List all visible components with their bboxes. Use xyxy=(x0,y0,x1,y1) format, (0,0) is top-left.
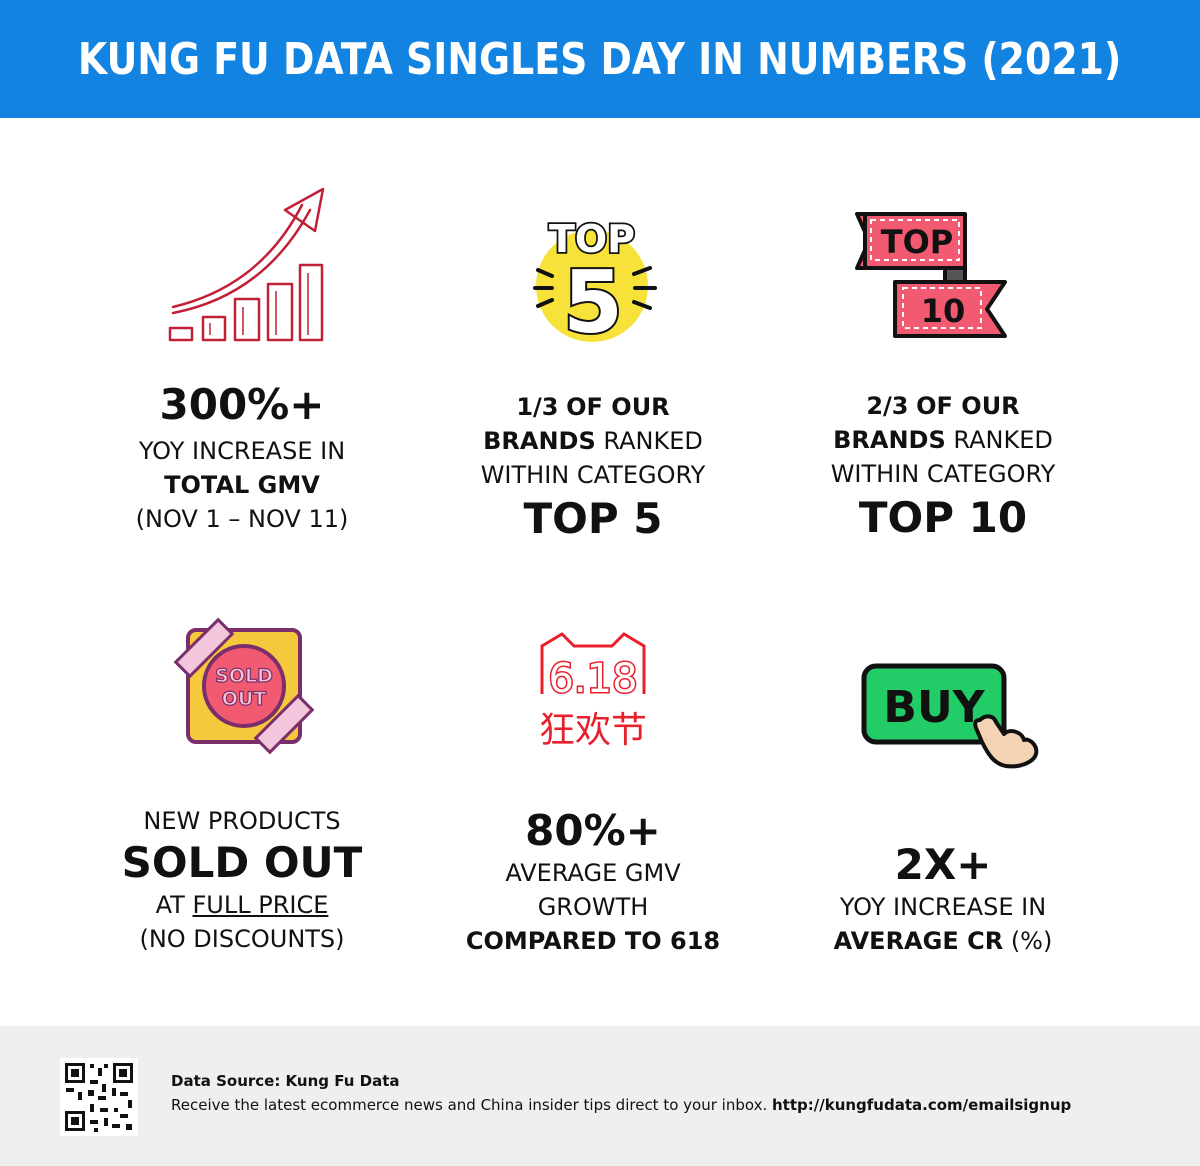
sold-out-icon-line1: SOLD xyxy=(215,665,273,687)
signup-link[interactable]: http://kungfudata.com/emailsignup xyxy=(772,1096,1072,1114)
cr-stat: 2X+ YOY INCREASE IN AVERAGE CR (%) xyxy=(768,840,1118,958)
footer-tagline: Receive the latest ecommerce news and Ch… xyxy=(171,1096,768,1114)
qr-code-icon[interactable] xyxy=(60,1058,138,1136)
top10-fraction: 2/3 xyxy=(866,392,909,420)
top5-within: WITHIN CATEGORY xyxy=(480,461,706,489)
cr-line2-rest: (%) xyxy=(1010,927,1053,955)
top10-ranked: RANKED xyxy=(953,426,1053,454)
top10-stat: 2/3 OF OUR BRANDS RANKED WITHIN CATEGORY… xyxy=(768,389,1118,543)
gmv-stat: 300%+ YOY INCREASE IN TOTAL GMV (NOV 1 –… xyxy=(67,380,417,536)
buy-icon-label: BUY xyxy=(883,682,985,733)
top5-fraction: 1/3 xyxy=(516,393,559,421)
top10-icon-number: 10 xyxy=(921,292,966,330)
top10-ribbon-icon: TOP 10 xyxy=(855,212,1007,338)
page-title: KUNG FU DATA SINGLES DAY IN NUMBERS (202… xyxy=(78,33,1122,85)
tmall-618-number: 6.18 xyxy=(548,656,637,702)
footer: Data Source: Kung Fu Data Receive the la… xyxy=(0,1026,1200,1166)
buy-button-icon: BUY xyxy=(861,663,1039,769)
sold-out-line1: NEW PRODUCTS xyxy=(143,807,341,835)
growth-618-line1: AVERAGE GMV xyxy=(505,859,681,887)
gmv-line1: YOY INCREASE IN xyxy=(138,437,346,465)
sold-out-sign-icon: SOLD OUT xyxy=(173,617,315,755)
sold-out-full-price: FULL PRICE xyxy=(192,891,329,919)
sold-out-line4: (NO DISCOUNTS) xyxy=(139,925,345,953)
top10-icon-label: TOP xyxy=(881,223,953,261)
tmall-618-chinese: 狂欢节 xyxy=(539,710,647,751)
sold-out-icon-line2: OUT xyxy=(222,688,267,710)
gmv-value: 300%+ xyxy=(159,380,325,429)
sold-out-at: AT xyxy=(155,891,185,919)
data-source: Data Source: Kung Fu Data xyxy=(171,1072,400,1090)
cr-line1: YOY INCREASE IN xyxy=(839,893,1047,921)
top10-of-our: OF OUR xyxy=(916,392,1020,420)
sold-out-big: SOLD OUT xyxy=(121,838,363,887)
growth-618-value: 80%+ xyxy=(525,806,661,855)
growth-618-stat: 80%+ AVERAGE GMV GROWTH COMPARED TO 618 xyxy=(418,806,768,958)
cr-value: 2X+ xyxy=(894,840,992,889)
growth-618-line2: GROWTH xyxy=(537,893,649,921)
sold-out-stat: NEW PRODUCTS SOLD OUT AT FULL PRICE (NO … xyxy=(67,804,417,956)
gmv-line2: TOTAL GMV xyxy=(164,471,320,499)
cr-line2-bold: AVERAGE CR xyxy=(833,927,1004,955)
growth-618-line3: COMPARED TO 618 xyxy=(465,927,721,955)
top5-ranked: RANKED xyxy=(603,427,703,455)
header-banner: KUNG FU DATA SINGLES DAY IN NUMBERS (202… xyxy=(0,0,1200,118)
top5-of-our: OF OUR xyxy=(566,393,670,421)
top5-icon: TOP 5 xyxy=(533,215,657,346)
tmall-618-logo: 6.18 狂欢节 xyxy=(539,632,647,751)
top5-brands: BRANDS xyxy=(483,427,596,455)
top10-brands: BRANDS xyxy=(833,426,946,454)
top5-icon-number: 5 xyxy=(563,253,623,346)
top5-stat: 1/3 OF OUR BRANDS RANKED WITHIN CATEGORY… xyxy=(418,390,768,544)
top10-within: WITHIN CATEGORY xyxy=(830,460,1056,488)
top5-big: TOP 5 xyxy=(523,494,663,543)
top5-icon-label: TOP xyxy=(549,217,635,261)
growth-chart-icon xyxy=(168,187,325,342)
gmv-line3: (NOV 1 – NOV 11) xyxy=(135,505,349,533)
top10-big: TOP 10 xyxy=(858,493,1028,542)
